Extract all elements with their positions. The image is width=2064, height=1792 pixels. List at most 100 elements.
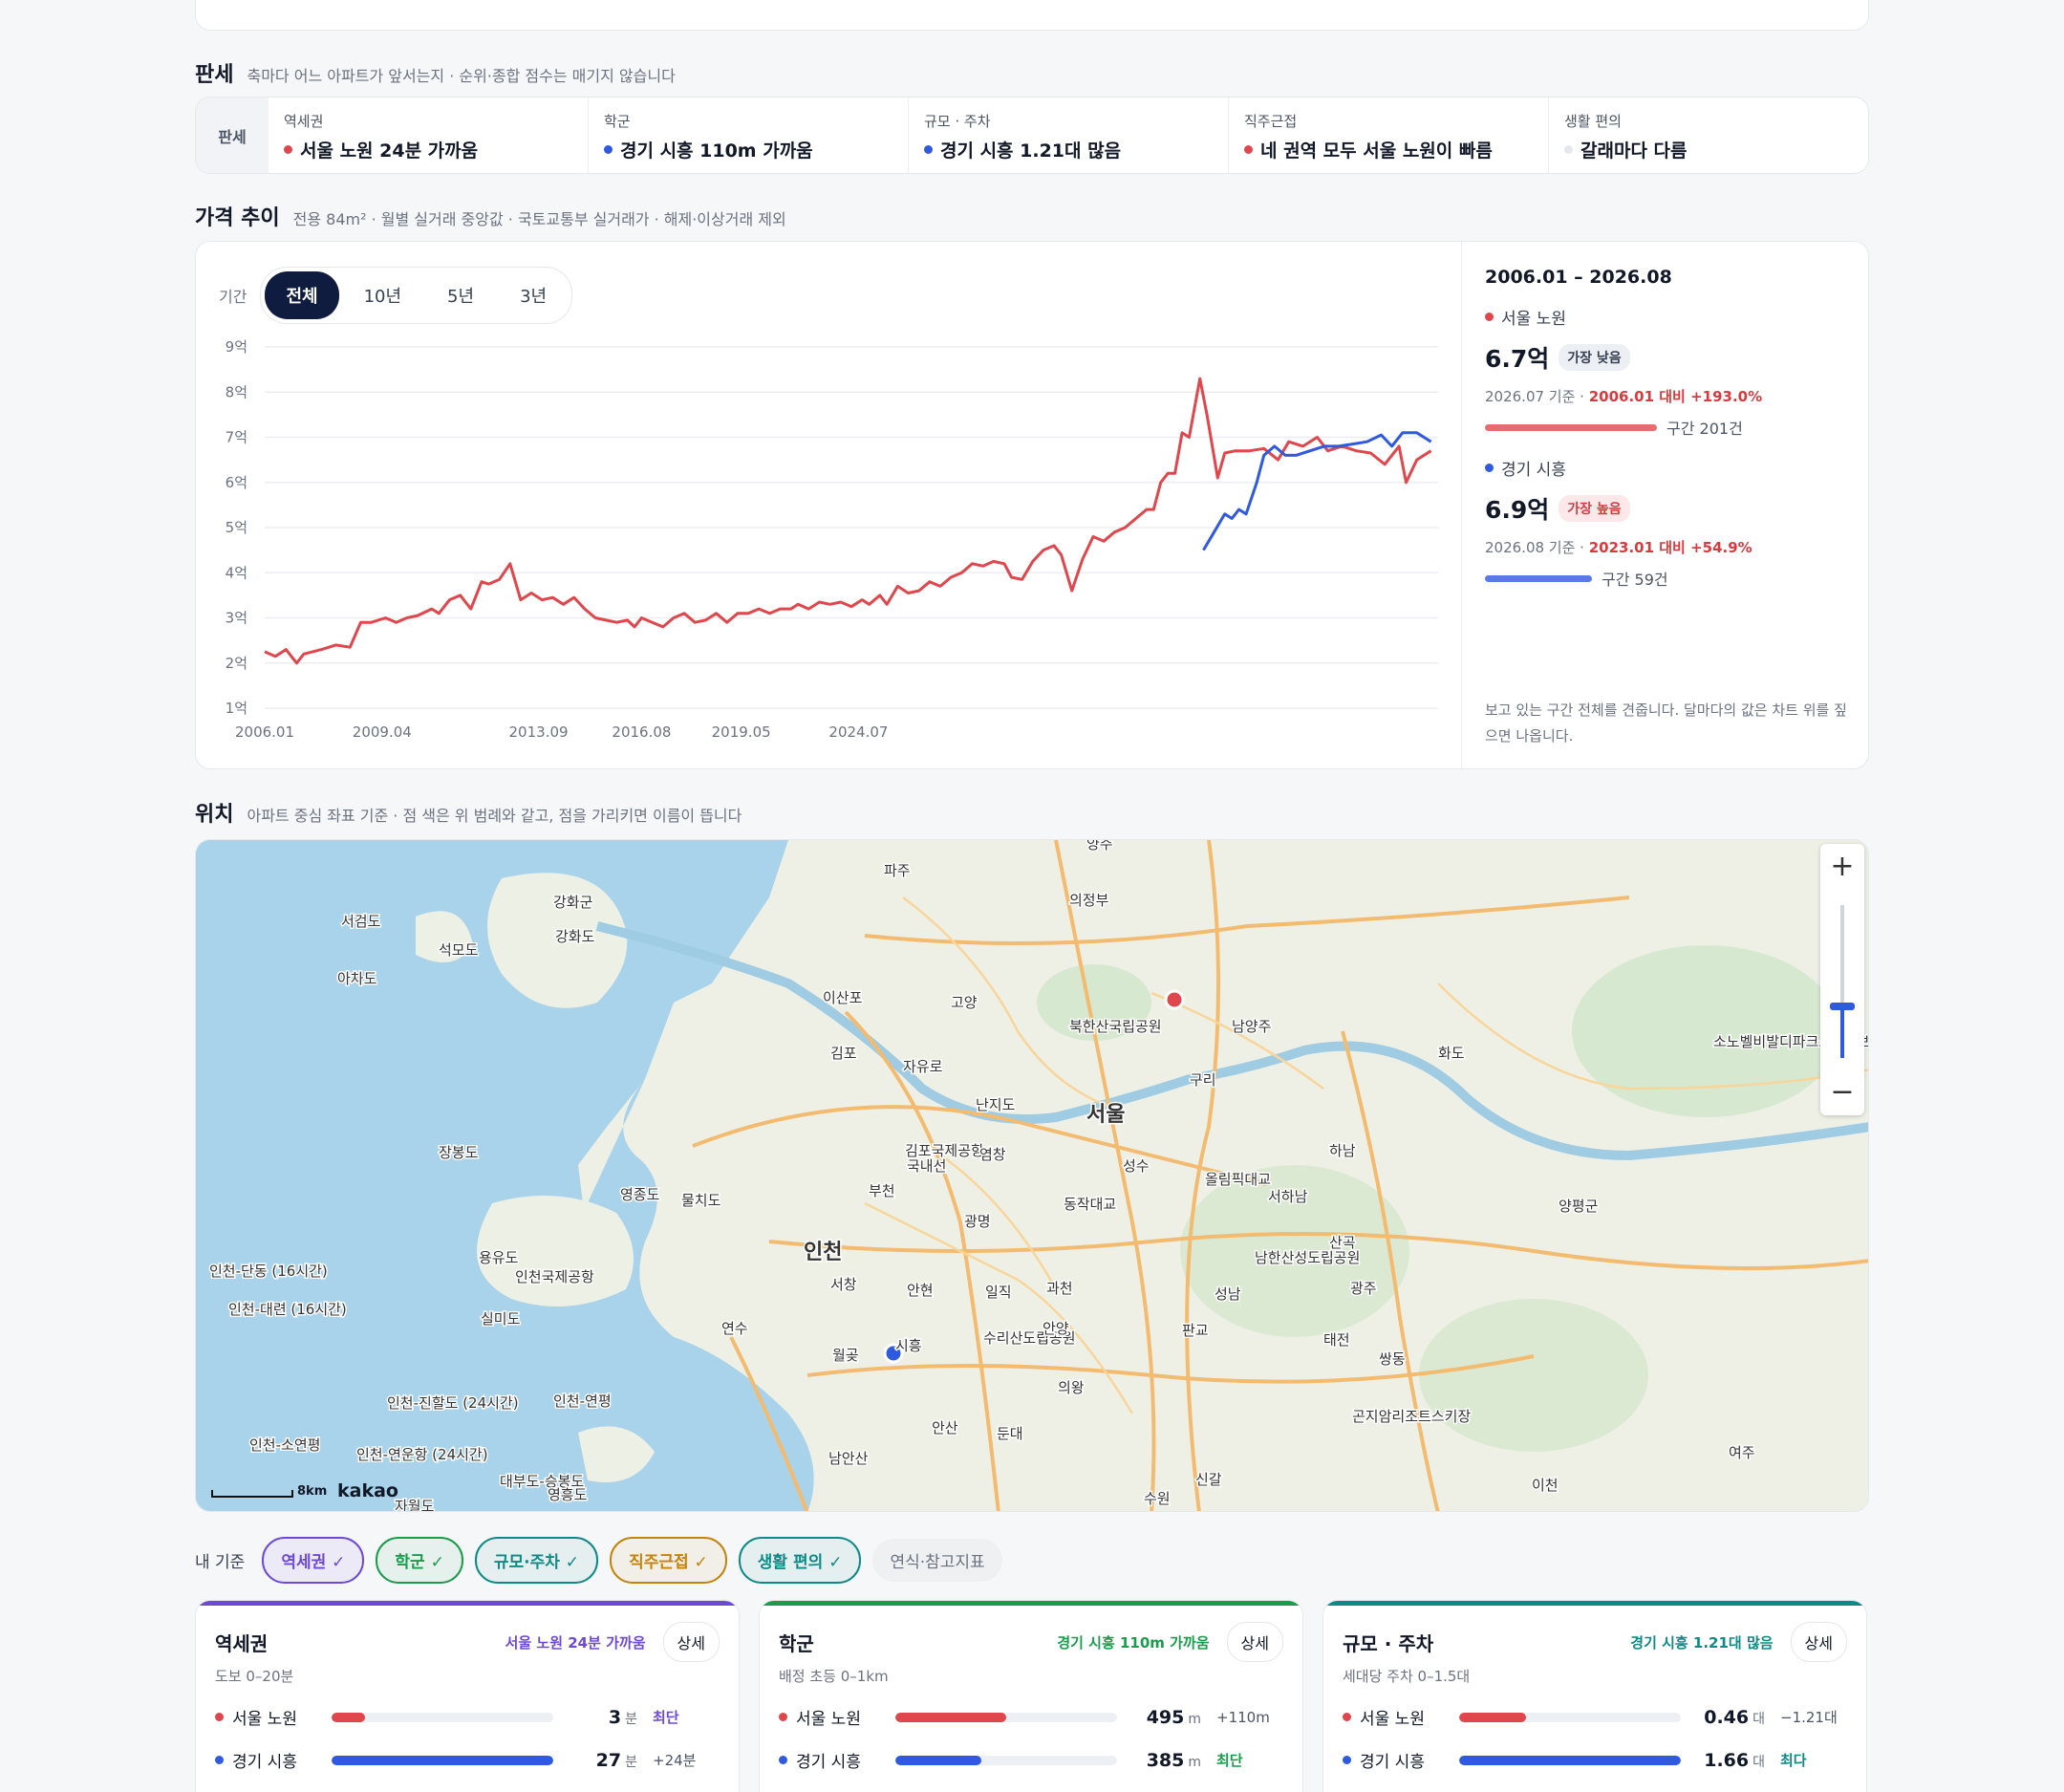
legend-dot: [1485, 313, 1494, 321]
place-label: 시흥: [895, 1337, 922, 1354]
detail-button[interactable]: 상세: [662, 1622, 720, 1662]
price-line-chart[interactable]: 9억 8억 7억 6억 5억 4억 3억 2억 1억 2006.01 2009.04 2013.09 2…: [196, 242, 1461, 770]
chart-summary: 2006.01 – 2026.08 서울 노원 6.7억 가장 낮음 2026.07 …: [1461, 242, 1869, 770]
place-label: 강화군: [553, 894, 593, 911]
summary-series-name-row: 경기 시흥: [1485, 456, 1846, 480]
legend-dot: [1343, 1713, 1351, 1721]
summary-change: 2006.01 대비 +193.0%: [1588, 388, 1763, 405]
sea-bay: [444, 1079, 814, 1511]
card-accent: [1323, 1601, 1866, 1606]
verdict-cell-value: 경기 시흥 1.21대 많음: [940, 140, 1122, 162]
value-bar: [895, 1712, 1117, 1722]
period-tab[interactable]: 5년: [426, 271, 495, 319]
place-label: 동작대교: [1064, 1196, 1116, 1213]
place-label: 강화도: [555, 928, 595, 945]
park-area: [1037, 964, 1151, 1041]
park-area: [1180, 1165, 1409, 1337]
criteria-chip[interactable]: 직주근접 ✓: [610, 1537, 727, 1584]
row-value-cell: 495 m: [1117, 1707, 1201, 1728]
verdict-cell-name: 직주근접: [1244, 113, 1298, 130]
marker-gyeonggi-siheung: [883, 1343, 904, 1364]
period-segment: 전체 10년 5년 3년: [260, 267, 573, 324]
zoom-handle[interactable]: [1830, 1003, 1855, 1010]
verdict-label: 판세: [196, 97, 269, 173]
criteria-chip[interactable]: 규모·주차 ✓: [474, 1537, 599, 1584]
place-label: 대부도-승봉도: [500, 1473, 584, 1490]
row-diff: +110m: [1216, 1708, 1270, 1726]
card-criterion: 도보 0–20분: [215, 1668, 294, 1685]
zoom-in-button[interactable]: +: [1830, 849, 1855, 883]
criteria-chip[interactable]: 생활 편의 ✓: [738, 1537, 862, 1584]
verdict-cell: 역세권 서울 노원 24분 가까움: [269, 97, 589, 173]
place-label: 인천: [804, 1241, 842, 1264]
row-value: 495: [1146, 1706, 1185, 1728]
value-bar: [1459, 1712, 1681, 1722]
park-area: [1419, 1299, 1648, 1452]
detail-button[interactable]: 상세: [1790, 1622, 1847, 1662]
row-name: 서울 노원: [796, 1710, 861, 1729]
card-accent: [196, 1601, 739, 1606]
value-bar-fill: [1459, 1712, 1526, 1722]
legend-dot: [284, 145, 292, 154]
verdict-cell-name: 학군: [604, 113, 631, 130]
summary-sub-prefix: 2026.08 기준 ·: [1485, 539, 1589, 556]
zoom-out-button[interactable]: −: [1830, 1074, 1855, 1109]
row-value: 0.46: [1704, 1706, 1750, 1728]
row-name-cell: 서울 노원: [1343, 1705, 1457, 1729]
summary-series: 경기 시흥 6.9억 가장 높음 2026.08 기준 · 2023.01 대비 +5…: [1485, 456, 1846, 590]
value-bar: [332, 1712, 553, 1722]
summary-value-row: 6.7억 가장 낮음: [1485, 340, 1846, 375]
place-label: 안양: [1043, 1320, 1069, 1337]
period-tab[interactable]: 3년: [499, 271, 568, 319]
place-label: 신갈: [1195, 1471, 1222, 1488]
y-tick-label: 7억: [226, 429, 247, 446]
comparison-row: 서울 노원 3 분 최단: [215, 1705, 720, 1729]
place-label: 인천-단동 (16시간): [209, 1263, 328, 1280]
place-label: 성수: [1123, 1157, 1150, 1175]
row-name-cell: 경기 시흥: [1343, 1748, 1457, 1772]
row-value-cell: 385 m: [1117, 1750, 1201, 1771]
card-title: 역세권: [215, 1631, 269, 1655]
verdict-cell-value-row: 서울 노원 24분 가까움: [284, 137, 588, 162]
row-name: 경기 시흥: [1360, 1753, 1425, 1772]
metric-card: 규모 · 주차 경기 시흥 1.21대 많음 상세 세대당 주차 0–1.5대 서울 노…: [1322, 1600, 1867, 1792]
value-bar: [1459, 1755, 1681, 1765]
place-label: 인천국제공항: [515, 1268, 594, 1285]
legend-dot: [1343, 1756, 1351, 1764]
criteria-chip[interactable]: 역세권 ✓: [262, 1537, 365, 1584]
period-tab[interactable]: 10년: [343, 271, 422, 319]
legend-dot: [1244, 145, 1253, 154]
map-scale-bar: [211, 1490, 293, 1498]
criteria-chip[interactable]: 학군 ✓: [376, 1537, 463, 1584]
place-label: 자월도: [395, 1498, 435, 1512]
criteria-chip[interactable]: 연식·참고지표: [872, 1539, 1002, 1582]
zoom-slider[interactable]: [1840, 905, 1844, 1058]
place-label: 하남: [1329, 1142, 1356, 1159]
place-label: 고양: [951, 994, 978, 1011]
place-label: 석모도: [439, 941, 479, 959]
place-label: 남양주: [1232, 1018, 1271, 1035]
sea-area: [196, 840, 788, 1511]
detail-button[interactable]: 상세: [1226, 1622, 1283, 1662]
period-label: 기간: [219, 288, 247, 306]
seokmo-island: [416, 911, 473, 962]
legend-dot: [215, 1713, 224, 1721]
marker-seoul-nowon: [1164, 989, 1185, 1010]
verdict-cell-value-row: 네 권역 모두 서울 노원이 빠름: [1244, 137, 1548, 162]
summary-sub-prefix: 2026.07 기준 ·: [1485, 388, 1589, 405]
value-bar-fill: [332, 1755, 553, 1765]
y-tick-label: 8억: [226, 383, 247, 400]
row-unit: 대: [1752, 1711, 1765, 1727]
place-label: 곤지암리조트스키장: [1352, 1408, 1471, 1425]
location-map[interactable]: 파주 의정부 양주 강화군 강화도 서검도 석모도 아차도 고양 이산포 김포 자유로 북한산국립공원 남…: [195, 839, 1869, 1512]
x-tick-label: 2024.07: [828, 723, 888, 741]
value-bar: [332, 1755, 553, 1765]
period-tab[interactable]: 전체: [265, 271, 339, 319]
place-label: 국내선: [907, 1157, 946, 1175]
location-section-title: 위치 아파트 중심 좌표 기준 · 점 색은 위 범례와 같고, 점을 가리키면…: [195, 797, 742, 828]
place-label: 일직: [985, 1284, 1012, 1301]
y-tick-label: 2억: [226, 655, 247, 672]
row-unit: m: [1188, 1711, 1201, 1727]
